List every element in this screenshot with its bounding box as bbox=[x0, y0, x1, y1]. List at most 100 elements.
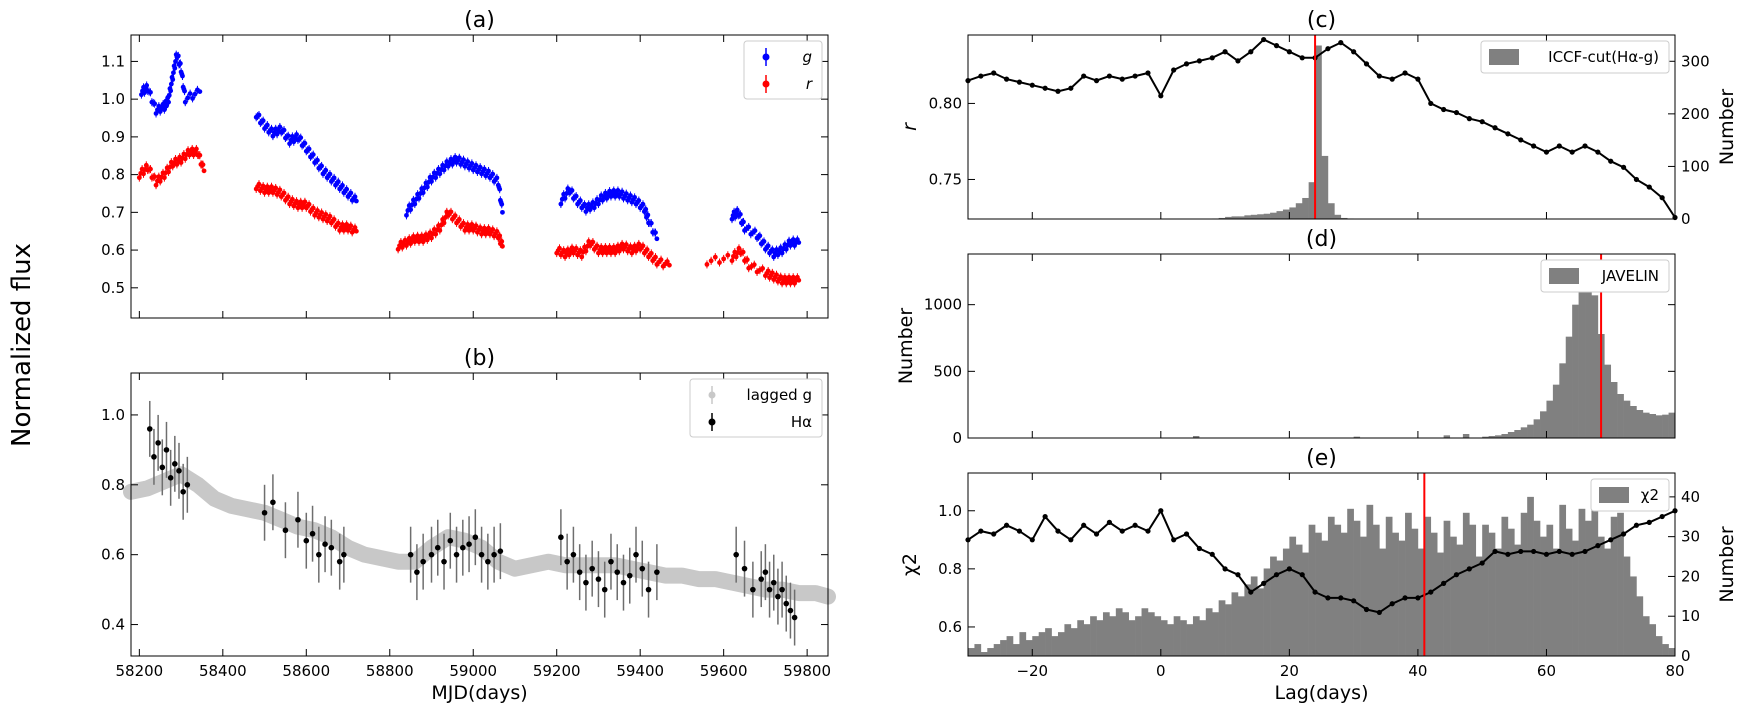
legend-label: Hα bbox=[791, 413, 812, 431]
point-r bbox=[751, 262, 757, 268]
point-g bbox=[166, 99, 171, 105]
iccf-point bbox=[1646, 184, 1652, 190]
legend-marker bbox=[762, 53, 770, 61]
histogram-bar bbox=[993, 644, 1001, 656]
xtick-label: 58400 bbox=[199, 662, 247, 680]
point-r bbox=[415, 233, 420, 239]
point-halpha bbox=[589, 565, 595, 572]
histogram-bar bbox=[1482, 436, 1489, 438]
histogram-bar bbox=[974, 644, 982, 656]
histogram-bar bbox=[1630, 406, 1637, 438]
histogram-bar bbox=[1218, 217, 1226, 219]
point-g bbox=[175, 53, 181, 59]
histogram-bar bbox=[1585, 270, 1592, 438]
point-halpha bbox=[420, 558, 426, 565]
panel-b-halpha-curve: 0.4 0.6 0.8 1.0 58200 58400 58600 58800 59000 592… bbox=[101, 346, 836, 704]
point-halpha bbox=[595, 576, 602, 582]
legend-label: r bbox=[806, 75, 813, 93]
point-g bbox=[306, 146, 312, 152]
histogram-bar bbox=[1540, 536, 1547, 656]
point-g bbox=[765, 243, 771, 249]
histogram-bar bbox=[1270, 556, 1277, 656]
chi2-point bbox=[1351, 598, 1357, 604]
histogram-bar bbox=[1559, 504, 1567, 656]
iccf-point bbox=[1003, 76, 1010, 82]
point-r bbox=[461, 220, 466, 226]
panel-d-javelin: 0 500 1000 (d) Number JAVELIN bbox=[895, 227, 1676, 447]
point-halpha bbox=[309, 530, 316, 537]
histogram-bar bbox=[1469, 524, 1477, 656]
point-g bbox=[654, 236, 660, 242]
point-r bbox=[499, 239, 505, 244]
point-g bbox=[302, 140, 308, 146]
chi2-point bbox=[978, 528, 984, 534]
chi2-point bbox=[1042, 513, 1048, 520]
chi2-point bbox=[1183, 531, 1190, 537]
histogram-bar bbox=[1115, 608, 1123, 656]
iccf-point bbox=[1209, 55, 1215, 61]
point-r bbox=[603, 244, 608, 250]
point-r bbox=[782, 274, 788, 280]
point-g bbox=[615, 188, 621, 193]
histogram-bar bbox=[1295, 544, 1303, 656]
y2-axis-label: Number bbox=[1716, 526, 1738, 603]
iccf-point bbox=[1248, 49, 1254, 55]
histogram-bar bbox=[1282, 209, 1290, 219]
chi2-point bbox=[1171, 537, 1177, 543]
point-halpha bbox=[614, 569, 621, 575]
chi2-point bbox=[1389, 601, 1395, 607]
histogram-bar bbox=[980, 652, 988, 656]
histogram-bar bbox=[1443, 435, 1451, 438]
point-g bbox=[315, 157, 320, 163]
histogram-bar bbox=[1649, 414, 1657, 438]
chi2-point bbox=[1235, 572, 1241, 578]
iccf-point bbox=[1055, 88, 1061, 94]
histogram-bar bbox=[1315, 45, 1322, 220]
point-g bbox=[473, 162, 479, 168]
iccf-point bbox=[1633, 176, 1640, 183]
point-g bbox=[796, 240, 802, 245]
point-g bbox=[757, 233, 763, 239]
iccf-point bbox=[1171, 67, 1177, 73]
point-halpha bbox=[146, 426, 153, 432]
histogram-bar bbox=[1302, 197, 1309, 219]
histogram-bar bbox=[1597, 536, 1605, 656]
legend-label: lagged g bbox=[747, 386, 812, 404]
point-halpha bbox=[766, 586, 773, 593]
histogram-bar bbox=[1636, 596, 1644, 656]
panel-title: (a) bbox=[464, 8, 495, 33]
point-r bbox=[340, 222, 345, 227]
point-r bbox=[607, 244, 612, 250]
point-g bbox=[344, 186, 350, 192]
point-r bbox=[298, 199, 304, 205]
y2tick-label: 0 bbox=[1681, 210, 1691, 228]
histogram-bar bbox=[1430, 532, 1438, 656]
xtick-label: 20 bbox=[1280, 662, 1299, 680]
chi2-point bbox=[1582, 548, 1588, 555]
histogram-bar bbox=[1578, 508, 1586, 656]
x-axis-label: MJD(days) bbox=[431, 682, 527, 704]
ytick-label: 500 bbox=[933, 362, 962, 380]
histogram-bar bbox=[1405, 512, 1412, 656]
point-halpha bbox=[441, 558, 447, 565]
point-g bbox=[461, 157, 466, 163]
histogram-bar bbox=[1559, 363, 1567, 438]
ytick-label: 0.8 bbox=[938, 560, 962, 578]
point-g bbox=[577, 198, 583, 203]
iccf-point bbox=[1466, 116, 1472, 122]
point-halpha bbox=[491, 551, 497, 558]
iccf-point bbox=[1145, 70, 1151, 76]
histogram-bar bbox=[1501, 434, 1509, 438]
point-g bbox=[161, 107, 167, 113]
iccf-point bbox=[1492, 125, 1498, 131]
y2tick-label: 10 bbox=[1681, 607, 1700, 625]
point-g bbox=[636, 198, 642, 203]
point-r bbox=[306, 201, 312, 207]
histogram-bar bbox=[1025, 640, 1033, 656]
histogram-bar bbox=[1257, 588, 1264, 656]
point-r bbox=[712, 254, 718, 260]
point-halpha bbox=[733, 551, 739, 558]
point-halpha bbox=[428, 551, 435, 558]
histogram-bar bbox=[1340, 217, 1348, 219]
iccf-point bbox=[978, 73, 984, 79]
